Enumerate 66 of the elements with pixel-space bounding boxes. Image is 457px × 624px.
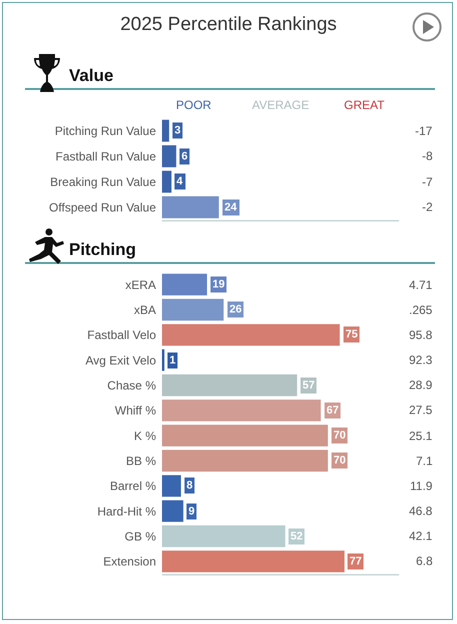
data-label: 70: [334, 454, 346, 466]
text: 25.1: [409, 429, 433, 443]
data-label: 1: [170, 354, 176, 366]
y-tick-label: xERA: [125, 278, 156, 292]
text: AVERAGE: [252, 98, 310, 112]
bar: [162, 274, 208, 296]
y-tick-label: Extension: [103, 554, 156, 569]
data-label: 26: [230, 304, 242, 316]
y-tick-label: Breaking Run Value: [50, 174, 156, 189]
data-label: 9: [188, 506, 195, 518]
text: 4.71: [409, 278, 433, 292]
y-tick-label: Whiff %: [114, 404, 156, 418]
text: 92.3: [409, 353, 433, 367]
y-tick-label: Pitching Run Value: [54, 124, 156, 138]
data-label: 70: [334, 430, 346, 442]
y-tick-label: Offspeed Run Value: [49, 200, 156, 214]
y-tick-label: Fastball Run Value: [56, 149, 156, 164]
data-label: 4: [176, 176, 184, 188]
text: 95.8: [409, 328, 433, 342]
data-label: 57: [302, 380, 315, 392]
text: 27.5: [409, 403, 433, 417]
text: 6.8: [416, 554, 434, 568]
y-tick-label: BB %: [126, 454, 156, 468]
text: 42.1: [409, 529, 433, 543]
chart-subtitle: Value: [69, 66, 114, 86]
text: 46.8: [409, 504, 433, 518]
bar: [162, 145, 176, 168]
bar: [162, 424, 328, 446]
y-tick-label: Chase %: [107, 378, 156, 392]
chart-title: 2025 Percentile Rankings: [119, 14, 338, 36]
bar: [162, 120, 170, 142]
text: GREAT: [344, 98, 386, 112]
text: .265: [409, 303, 433, 317]
data-label: 8: [186, 480, 193, 492]
data-label: 77: [350, 556, 362, 568]
bar: [162, 475, 181, 497]
y-tick-label: Avg Exit Velo: [86, 353, 156, 368]
y-tick-label: xBA: [134, 302, 156, 317]
bar: [162, 525, 286, 548]
y-tick-label: K %: [134, 428, 156, 443]
data-label: 52: [290, 530, 303, 542]
text: 28.9: [409, 378, 433, 392]
text: 7.1: [416, 454, 434, 468]
data-label: 24: [224, 202, 238, 214]
bar: [162, 324, 340, 346]
chart-title: Pitching: [69, 240, 136, 260]
data-label: 67: [326, 404, 339, 416]
y-tick-label: Barrel %: [110, 479, 156, 494]
bar: [162, 450, 328, 472]
text: -7: [422, 175, 433, 189]
y-tick-label: Fastball Velo: [87, 328, 156, 342]
data-label: 6: [182, 150, 188, 162]
bar: [162, 374, 298, 396]
text: -8: [422, 149, 433, 163]
bar: [162, 400, 321, 422]
y-tick-label: Hard-Hit %: [97, 504, 156, 518]
data-label: 75: [346, 328, 358, 340]
data-label: 19: [212, 278, 225, 290]
text: -2: [422, 200, 433, 214]
bar: [162, 298, 224, 321]
text: 11.9: [410, 479, 433, 493]
text: POOR: [176, 98, 212, 112]
y-tick-label: GB %: [124, 529, 156, 544]
bar: [162, 196, 219, 218]
data-label: 3: [174, 124, 181, 136]
text: -17: [415, 124, 433, 138]
